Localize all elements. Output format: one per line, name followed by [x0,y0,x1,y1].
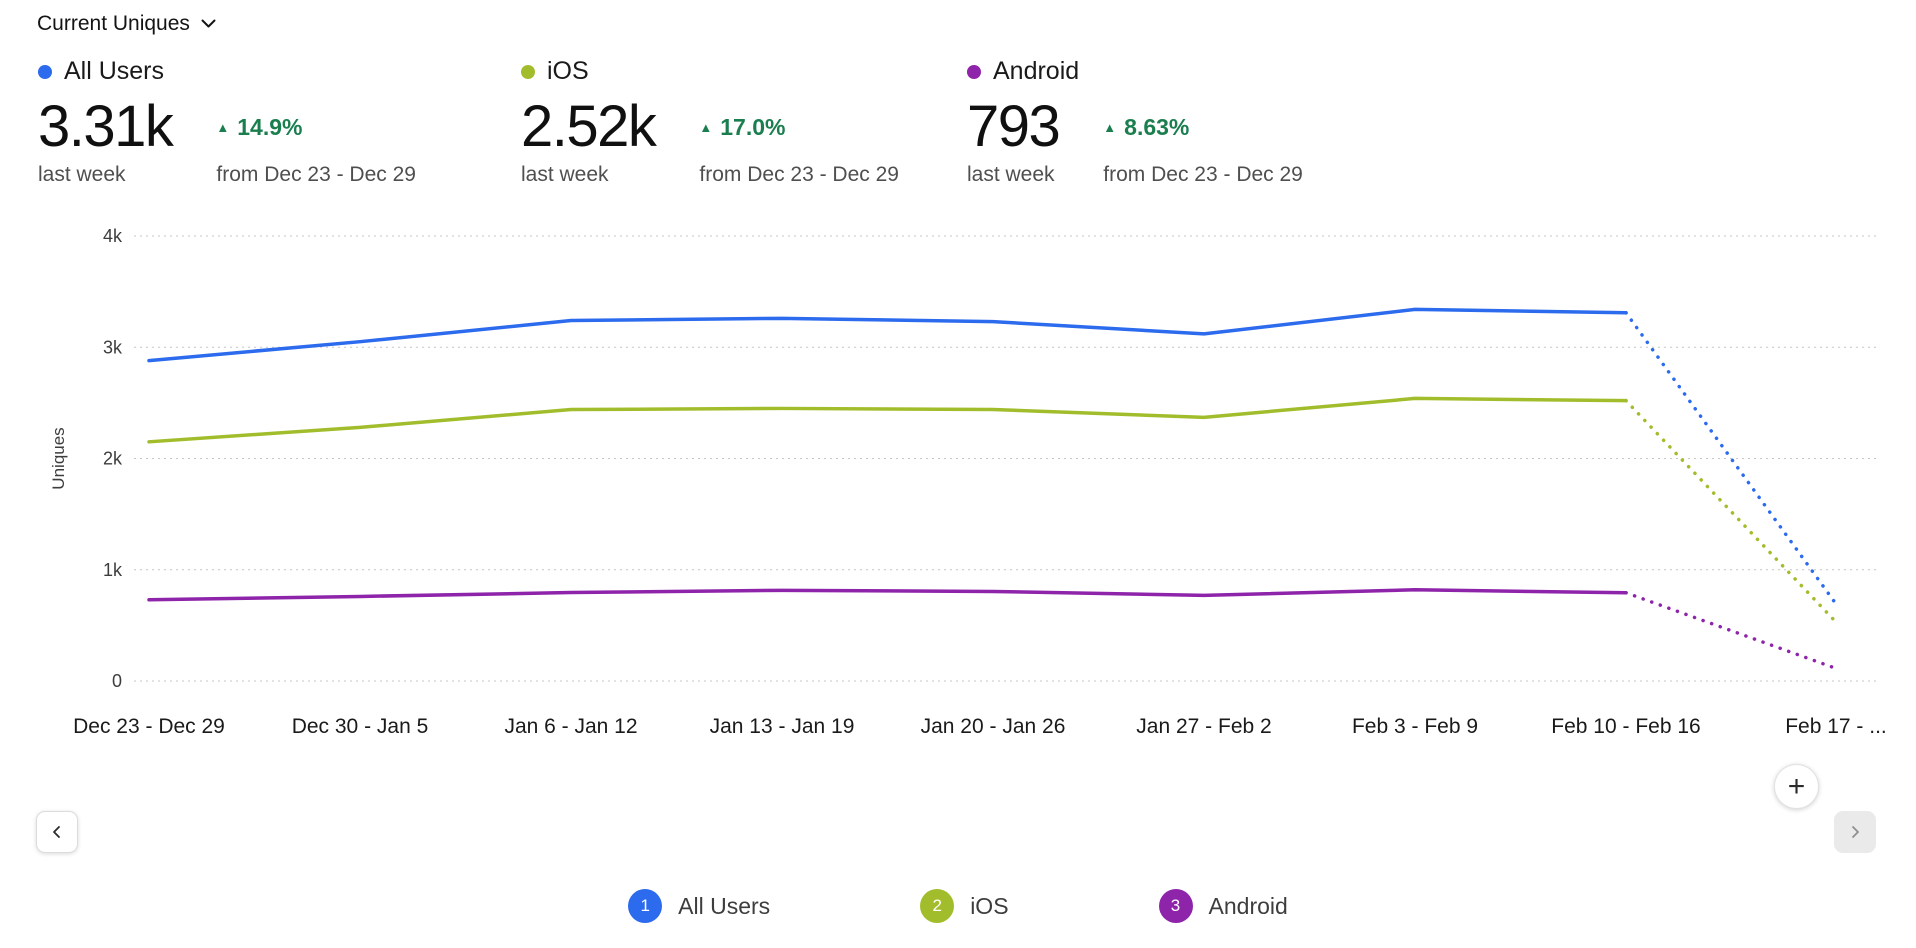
metric-change: ▲ 17.0% [699,114,899,141]
metric-period: last week [38,163,126,186]
x-axis-label: Jan 13 - Jan 19 [710,715,855,738]
legend-label: All Users [678,892,771,919]
metric-value: 2.52k [521,94,657,159]
metric-period: last week [967,163,1055,186]
trend-up-icon: ▲ [699,119,713,135]
x-axis-label: Dec 23 - Dec 29 [73,715,225,738]
metric-change-percent: 14.9% [237,113,303,140]
metric-compare-range: from Dec 23 - Dec 29 [1103,163,1303,186]
legend-badge: 1 [628,889,663,923]
legend-label: iOS [970,892,1009,919]
series-line-android [147,588,1628,602]
trend-up-icon: ▲ [1103,119,1117,135]
metric-card-ios: iOS 2.52k ▲ 17.0% last week from Dec 23 … [521,57,899,187]
x-axis-label: Jan 27 - Feb 2 [1136,715,1271,738]
series-color-dot [38,64,52,79]
x-axis-label: Jan 20 - Jan 26 [921,715,1066,738]
y-tick-label: 2k [103,449,123,469]
series-line-all-users [147,307,1628,363]
metric-name: All Users [64,57,165,85]
y-tick-label: 0 [112,671,122,691]
metric-card-android: Android 793 ▲ 8.63% last week from Dec 2… [967,57,1303,187]
series-line-ios [147,396,1628,444]
legend-badge: 3 [1158,889,1193,923]
trend-up-icon: ▲ [216,119,230,135]
plus-icon: + [1787,769,1806,803]
prev-page-button[interactable] [36,811,78,853]
chevron-down-icon [201,19,216,28]
uniques-line-chart[interactable]: 0 1k 2k 3k 4k Uniques Dec 23 - Dec 29 Dec 30 - … [0,218,1916,763]
y-tick-label: 3k [103,337,123,357]
metric-selector-label: Current Uniques [37,12,190,35]
x-axis-label: Feb 10 - Feb 16 [1551,715,1700,738]
chevron-right-icon [1852,826,1859,838]
metric-change-percent: 8.63% [1124,113,1190,140]
metric-value: 793 [967,94,1061,159]
metric-header: Android [967,57,1303,86]
metric-period: last week [521,163,609,186]
legend-badge: 2 [920,889,955,923]
x-axis-label: Jan 6 - Jan 12 [504,715,637,738]
metric-card-all-users: All Users 3.31k ▲ 14.9% last week from D… [38,57,416,187]
y-tick-label: 4k [103,226,123,246]
series-color-dot [521,64,535,79]
legend-label: Android [1208,892,1288,919]
series-projection-android [1624,591,1839,671]
chevron-left-icon [53,826,60,838]
chart-legend: 1 All Users 2 iOS 3 Android [0,889,1916,923]
metric-name: Android [993,57,1080,85]
legend-item-android[interactable]: 3 Android [1158,889,1288,923]
series-projection-all-users [1624,311,1839,608]
legend-item-ios[interactable]: 2 iOS [920,889,1009,923]
zoom-in-button[interactable]: + [1774,764,1819,809]
y-tick-label: 1k [103,560,123,580]
x-axis-label: Feb 3 - Feb 9 [1352,715,1478,738]
metric-header: iOS [521,57,899,86]
y-axis-title: Uniques [49,427,68,489]
next-page-button[interactable] [1834,811,1876,853]
metric-name: iOS [547,57,589,85]
x-axis-label: Feb 17 - ... [1785,715,1887,738]
metric-header: All Users [38,57,416,86]
series-color-dot [967,64,981,79]
metric-selector-dropdown[interactable]: Current Uniques [37,12,216,36]
metric-compare-range: from Dec 23 - Dec 29 [699,163,899,186]
metric-value: 3.31k [38,94,174,159]
metric-change-percent: 17.0% [720,113,786,140]
x-axis-label: Dec 30 - Jan 5 [292,715,429,738]
series-projection-ios [1624,398,1839,625]
metric-change: ▲ 14.9% [216,114,416,141]
legend-item-all-users[interactable]: 1 All Users [628,889,770,923]
metric-change: ▲ 8.63% [1103,114,1303,141]
metric-compare-range: from Dec 23 - Dec 29 [216,163,416,186]
